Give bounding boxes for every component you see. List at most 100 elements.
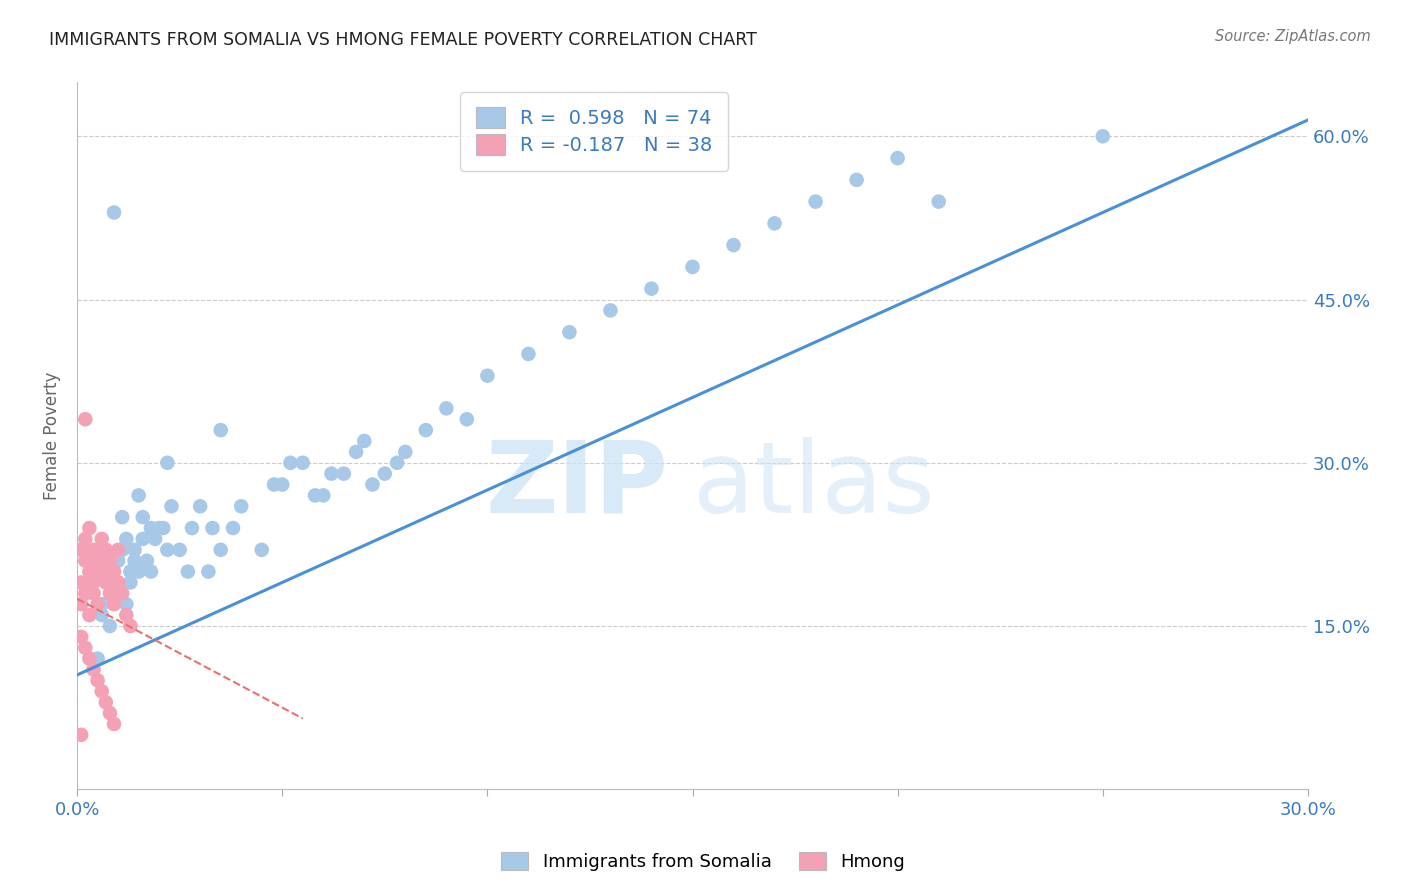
Point — [353, 434, 375, 448]
Point — [70, 630, 93, 644]
Point — [344, 445, 367, 459]
Point — [152, 521, 174, 535]
Point — [111, 586, 134, 600]
Point — [83, 542, 105, 557]
Point — [79, 565, 101, 579]
Point — [361, 477, 384, 491]
Point — [70, 728, 93, 742]
Point — [197, 565, 219, 579]
Point — [94, 695, 117, 709]
Point — [90, 684, 112, 698]
Point — [107, 542, 129, 557]
Point — [86, 673, 108, 688]
Point — [160, 500, 183, 514]
Point — [231, 500, 253, 514]
Point — [434, 401, 457, 416]
Point — [107, 554, 129, 568]
Point — [103, 586, 125, 600]
Point — [115, 532, 138, 546]
Point — [280, 456, 302, 470]
Point — [304, 488, 326, 502]
Point — [79, 608, 101, 623]
Point — [156, 456, 179, 470]
Point — [209, 542, 232, 557]
Point — [477, 368, 499, 383]
Point — [90, 532, 112, 546]
Point — [132, 532, 155, 546]
Point — [98, 575, 121, 590]
Point — [75, 532, 97, 546]
Point — [804, 194, 827, 209]
Point — [70, 575, 93, 590]
Point — [83, 586, 105, 600]
Point — [312, 488, 335, 502]
Point — [75, 586, 97, 600]
Point — [321, 467, 343, 481]
Point — [103, 565, 125, 579]
Point — [124, 542, 146, 557]
Y-axis label: Female Poverty: Female Poverty — [44, 371, 60, 500]
Point — [98, 619, 121, 633]
Point — [75, 412, 97, 426]
Point — [120, 565, 142, 579]
Point — [111, 542, 134, 557]
Point — [415, 423, 437, 437]
Point — [132, 510, 155, 524]
Point — [1091, 129, 1114, 144]
Point — [928, 194, 950, 209]
Point — [723, 238, 745, 252]
Point — [135, 554, 157, 568]
Point — [222, 521, 245, 535]
Point — [86, 651, 108, 665]
Point — [456, 412, 478, 426]
Point — [79, 521, 101, 535]
Point — [385, 456, 408, 470]
Point — [139, 565, 162, 579]
Point — [115, 597, 138, 611]
Point — [139, 521, 162, 535]
Point — [70, 597, 93, 611]
Point — [75, 554, 97, 568]
Point — [83, 663, 105, 677]
Point — [763, 216, 786, 230]
Point — [103, 597, 125, 611]
Point — [107, 575, 129, 590]
Text: IMMIGRANTS FROM SOMALIA VS HMONG FEMALE POVERTY CORRELATION CHART: IMMIGRANTS FROM SOMALIA VS HMONG FEMALE … — [49, 31, 756, 49]
Point — [124, 554, 146, 568]
Point — [886, 151, 908, 165]
Point — [120, 575, 142, 590]
Point — [188, 500, 211, 514]
Legend: Immigrants from Somalia, Hmong: Immigrants from Somalia, Hmong — [494, 846, 912, 879]
Point — [201, 521, 224, 535]
Point — [107, 575, 129, 590]
Point — [120, 619, 142, 633]
Point — [143, 532, 166, 546]
Point — [640, 282, 662, 296]
Point — [599, 303, 621, 318]
Point — [374, 467, 396, 481]
Point — [128, 565, 150, 579]
Point — [845, 173, 868, 187]
Point — [156, 542, 179, 557]
Point — [181, 521, 204, 535]
Point — [90, 597, 112, 611]
Point — [90, 565, 112, 579]
Point — [263, 477, 285, 491]
Point — [177, 565, 200, 579]
Point — [90, 608, 112, 623]
Point — [75, 640, 97, 655]
Point — [209, 423, 232, 437]
Point — [94, 575, 117, 590]
Legend: R =  0.598   N = 74, R = -0.187   N = 38: R = 0.598 N = 74, R = -0.187 N = 38 — [460, 92, 728, 171]
Point — [115, 608, 138, 623]
Point — [103, 205, 125, 219]
Point — [79, 651, 101, 665]
Point — [250, 542, 273, 557]
Text: ZIP: ZIP — [485, 436, 668, 533]
Point — [558, 325, 581, 339]
Point — [98, 586, 121, 600]
Point — [682, 260, 704, 274]
Point — [94, 542, 117, 557]
Point — [83, 575, 105, 590]
Point — [271, 477, 294, 491]
